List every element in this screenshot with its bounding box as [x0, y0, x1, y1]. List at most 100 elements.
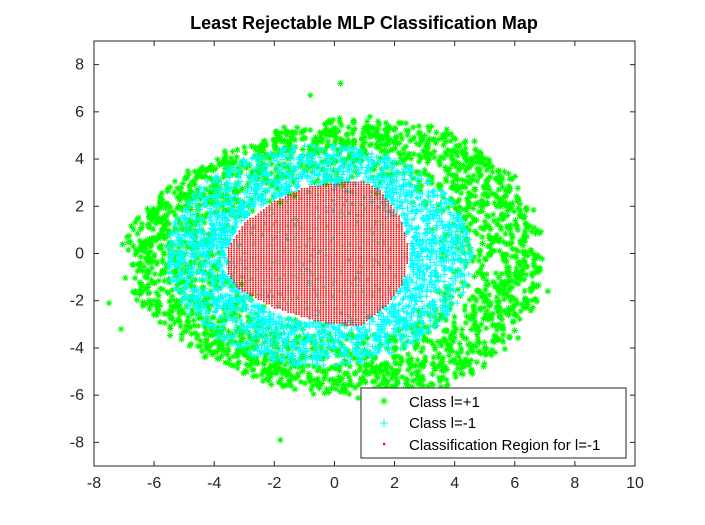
- data-point: [178, 204, 186, 211]
- data-point: [152, 220, 160, 227]
- data-point: [178, 193, 186, 201]
- data-point: [155, 231, 163, 238]
- data-point: [146, 214, 153, 221]
- data-point: [467, 220, 474, 228]
- data-point: [477, 202, 484, 210]
- data-point: [418, 360, 425, 367]
- class-minus1-points: [164, 142, 475, 369]
- data-point: [131, 219, 139, 226]
- data-point: [412, 343, 419, 350]
- data-point: [157, 200, 164, 207]
- data-point: [476, 165, 484, 173]
- data-point: [465, 270, 472, 277]
- data-point: [245, 319, 252, 326]
- data-point: [381, 376, 388, 383]
- data-point: [312, 346, 319, 353]
- data-point: [471, 318, 479, 325]
- data-point: [345, 137, 352, 144]
- data-point: [469, 205, 477, 212]
- data-point: [220, 170, 228, 178]
- data-point: [498, 316, 506, 323]
- data-point: [325, 389, 332, 396]
- data-point: [429, 370, 436, 378]
- data-point: [420, 336, 427, 344]
- data-point: [453, 187, 461, 194]
- data-point: [378, 147, 385, 155]
- data-point: [377, 132, 385, 139]
- data-point: [216, 284, 223, 292]
- data-point: [122, 274, 129, 282]
- data-point: [421, 323, 428, 331]
- data-point: [375, 144, 383, 151]
- data-point: [444, 381, 451, 388]
- data-point: [359, 374, 367, 381]
- data-point: [486, 158, 493, 166]
- data-point: [518, 301, 526, 308]
- data-point: [208, 184, 215, 191]
- data-point: [468, 326, 475, 333]
- data-point: [490, 211, 497, 218]
- data-point: [168, 314, 176, 321]
- data-point: [467, 368, 475, 376]
- data-point: [209, 351, 216, 358]
- data-point: [484, 183, 492, 190]
- data-point: [486, 349, 494, 356]
- data-point: [509, 199, 516, 207]
- data-point: [225, 159, 232, 167]
- data-point: [283, 132, 291, 139]
- data-point: [424, 159, 431, 166]
- data-point: [209, 313, 217, 321]
- data-point: [350, 141, 358, 148]
- data-point: [158, 219, 166, 226]
- data-point: [506, 175, 513, 183]
- data-point: [523, 304, 530, 312]
- data-point: [188, 284, 195, 291]
- data-point: [314, 176, 321, 184]
- data-point: [496, 235, 504, 242]
- data-point: [476, 288, 483, 295]
- data-point: [511, 271, 518, 279]
- data-point: [502, 309, 509, 317]
- data-point: [288, 382, 295, 390]
- data-point: [319, 322, 327, 329]
- data-point: [252, 360, 259, 367]
- data-point: [482, 256, 489, 263]
- data-point: [188, 330, 195, 338]
- data-point: [509, 303, 516, 311]
- data-point: [220, 160, 228, 168]
- data-point: [529, 280, 537, 287]
- data-point: [405, 152, 412, 159]
- data-point: [263, 175, 271, 182]
- data-point: [508, 293, 515, 301]
- data-point: [387, 147, 394, 154]
- data-point: [231, 309, 239, 317]
- data-point: [479, 240, 486, 247]
- data-point: [477, 265, 484, 273]
- data-point: [463, 313, 470, 320]
- data-point: [145, 209, 152, 216]
- data-point: [267, 361, 275, 369]
- data-point: [320, 375, 328, 383]
- data-point: [419, 136, 427, 143]
- data-point: [417, 377, 424, 384]
- data-point: [483, 178, 491, 186]
- data-point: [452, 135, 459, 143]
- data-point: [445, 171, 453, 178]
- data-point: [208, 301, 215, 309]
- data-point: [499, 331, 507, 339]
- data-point: [425, 329, 432, 336]
- data-point: [505, 310, 513, 317]
- data-point: [485, 291, 493, 299]
- data-point: [414, 195, 421, 202]
- data-point: [503, 222, 510, 230]
- data-point: [270, 339, 277, 346]
- data-point: [469, 257, 476, 265]
- data-point: [223, 207, 231, 214]
- data-point: [523, 204, 530, 212]
- data-point: [501, 168, 508, 175]
- data-point: [438, 237, 445, 245]
- data-point: [499, 338, 507, 345]
- data-point: [283, 368, 291, 376]
- data-point: [479, 203, 486, 211]
- data-point: [366, 349, 373, 357]
